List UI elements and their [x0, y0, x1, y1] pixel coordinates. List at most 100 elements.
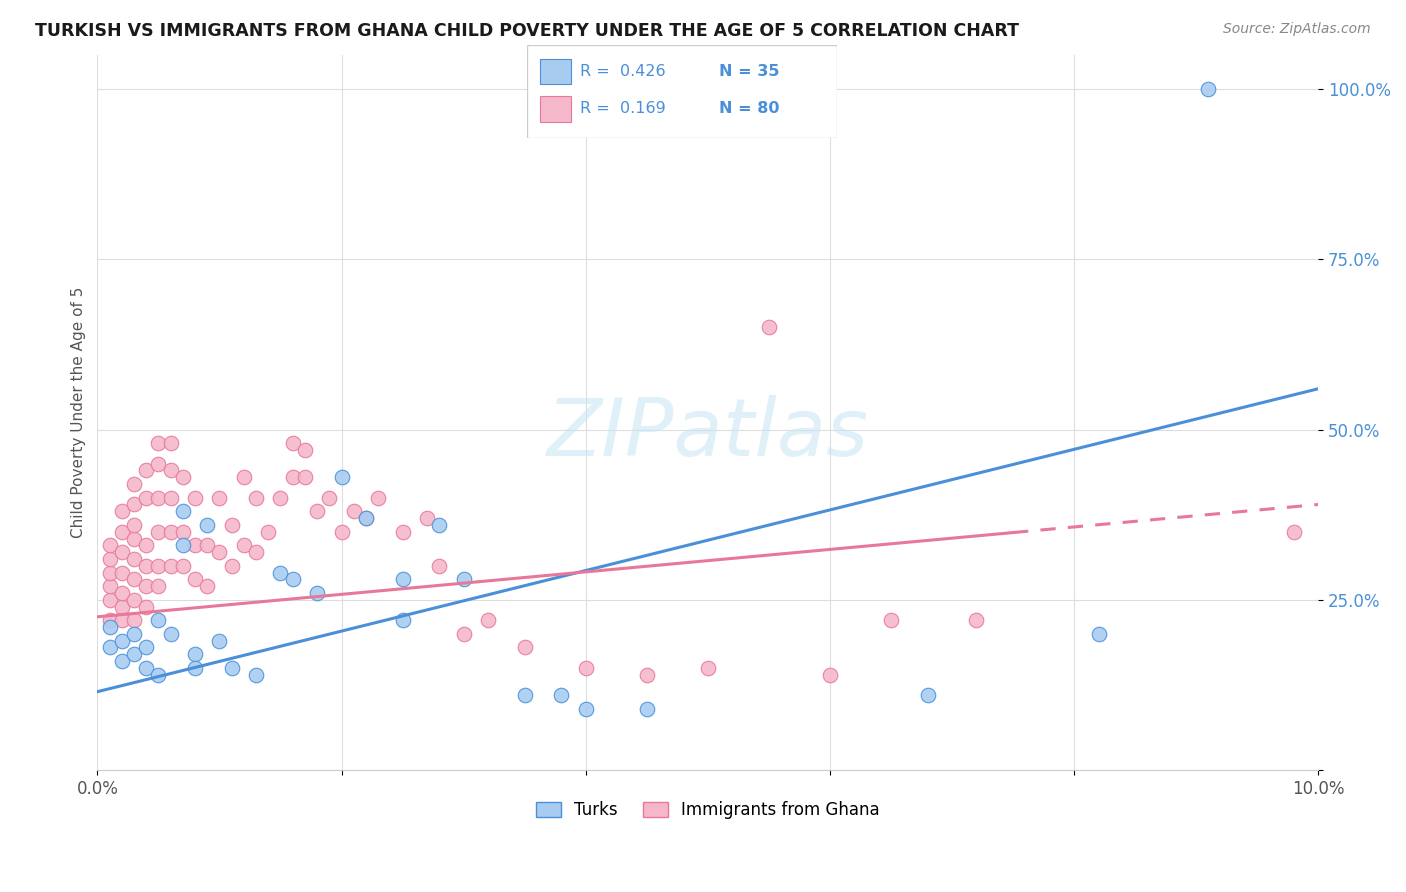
Point — [135, 463, 157, 477]
Point — [98, 640, 121, 655]
Point — [122, 627, 145, 641]
Point — [550, 688, 572, 702]
Point — [696, 661, 718, 675]
Point — [208, 545, 231, 559]
Text: N = 80: N = 80 — [718, 102, 779, 117]
Point — [245, 667, 267, 681]
Text: R =  0.169: R = 0.169 — [579, 102, 665, 117]
Point — [122, 498, 145, 512]
Point — [148, 579, 170, 593]
Point — [208, 491, 231, 505]
Point — [232, 470, 254, 484]
Point — [575, 702, 598, 716]
Point — [148, 436, 170, 450]
Legend: Turks, Immigrants from Ghana: Turks, Immigrants from Ghana — [529, 795, 886, 826]
Point — [330, 524, 353, 539]
Point — [122, 592, 145, 607]
Point — [453, 627, 475, 641]
Point — [575, 661, 598, 675]
Point — [391, 613, 413, 627]
Point — [98, 566, 121, 580]
Point — [281, 573, 304, 587]
Point — [184, 573, 207, 587]
Point — [111, 504, 134, 518]
Bar — [540, 96, 571, 122]
Point — [98, 620, 121, 634]
Point — [172, 470, 194, 484]
Point — [195, 538, 218, 552]
Point — [294, 442, 316, 457]
Point — [416, 511, 439, 525]
Point — [98, 592, 121, 607]
Point — [135, 640, 157, 655]
Point — [453, 573, 475, 587]
Point — [513, 688, 536, 702]
Point — [111, 654, 134, 668]
Point — [122, 477, 145, 491]
Point — [148, 457, 170, 471]
Point — [307, 504, 329, 518]
Point — [758, 320, 780, 334]
Point — [330, 470, 353, 484]
Point — [122, 573, 145, 587]
Point — [269, 566, 291, 580]
Point — [135, 661, 157, 675]
Point — [148, 491, 170, 505]
Point — [195, 579, 218, 593]
Point — [221, 558, 243, 573]
Bar — [540, 59, 571, 85]
Point — [195, 517, 218, 532]
Point — [172, 538, 194, 552]
Y-axis label: Child Poverty Under the Age of 5: Child Poverty Under the Age of 5 — [72, 287, 86, 538]
Point — [135, 599, 157, 614]
Point — [391, 524, 413, 539]
Point — [184, 661, 207, 675]
Text: N = 35: N = 35 — [718, 64, 779, 79]
Point — [1197, 82, 1219, 96]
Point — [148, 558, 170, 573]
Point — [427, 558, 450, 573]
Point — [343, 504, 366, 518]
Point — [159, 491, 181, 505]
FancyBboxPatch shape — [527, 45, 837, 138]
Point — [159, 524, 181, 539]
Point — [122, 552, 145, 566]
Point — [159, 436, 181, 450]
Point — [965, 613, 987, 627]
Point — [1282, 524, 1305, 539]
Point — [513, 640, 536, 655]
Point — [122, 613, 145, 627]
Point — [208, 633, 231, 648]
Point — [354, 511, 377, 525]
Point — [122, 532, 145, 546]
Point — [232, 538, 254, 552]
Point — [184, 538, 207, 552]
Point — [269, 491, 291, 505]
Point — [135, 491, 157, 505]
Point — [245, 491, 267, 505]
Text: ZIPatlas: ZIPatlas — [547, 395, 869, 473]
Point — [1087, 627, 1109, 641]
Point — [111, 524, 134, 539]
Point — [98, 538, 121, 552]
Text: R =  0.426: R = 0.426 — [579, 64, 665, 79]
Point — [818, 667, 841, 681]
Text: TURKISH VS IMMIGRANTS FROM GHANA CHILD POVERTY UNDER THE AGE OF 5 CORRELATION CH: TURKISH VS IMMIGRANTS FROM GHANA CHILD P… — [35, 22, 1019, 40]
Point — [636, 667, 658, 681]
Point — [135, 558, 157, 573]
Point — [294, 470, 316, 484]
Point — [172, 558, 194, 573]
Point — [184, 647, 207, 661]
Point — [184, 491, 207, 505]
Point — [98, 552, 121, 566]
Point — [257, 524, 280, 539]
Point — [636, 702, 658, 716]
Point — [172, 504, 194, 518]
Point — [111, 633, 134, 648]
Point — [98, 613, 121, 627]
Point — [221, 517, 243, 532]
Point — [427, 517, 450, 532]
Point — [917, 688, 939, 702]
Point — [159, 558, 181, 573]
Point — [148, 524, 170, 539]
